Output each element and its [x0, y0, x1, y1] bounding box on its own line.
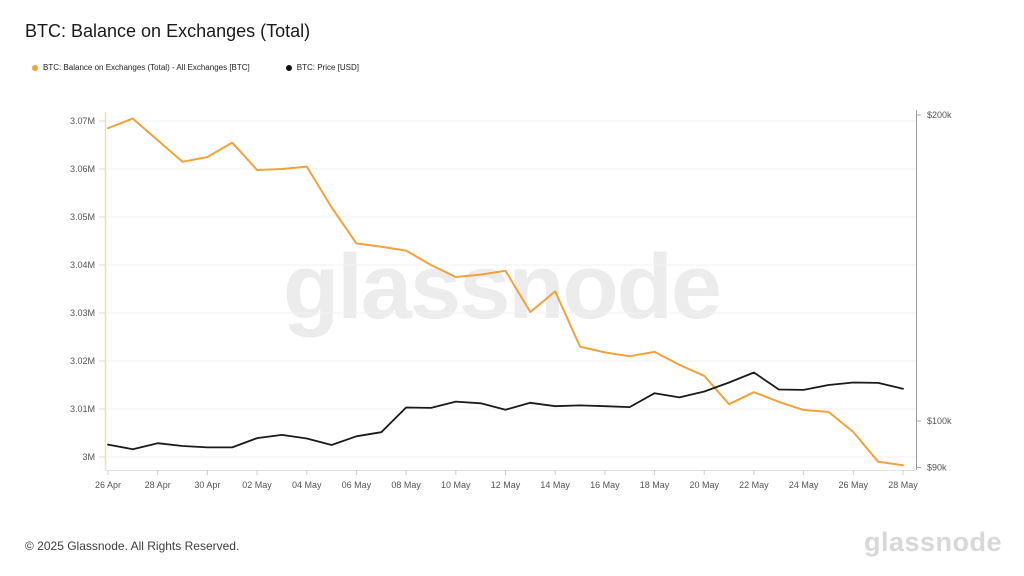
page-title: BTC: Balance on Exchanges (Total): [25, 21, 311, 41]
x-axis-tick-label: 22 May: [739, 480, 769, 490]
x-axis-tick-label: 26 Apr: [95, 480, 121, 490]
x-axis-tick-label: 24 May: [789, 480, 819, 490]
x-axis-tick-label: 30 Apr: [194, 480, 220, 490]
x-axis-tick-label: 04 May: [292, 480, 322, 490]
legend: BTC: Balance on Exchanges (Total) - All …: [32, 63, 359, 72]
left-axis-tick-label: 3.02M: [70, 356, 95, 366]
legend-item-balance-label: BTC: Balance on Exchanges (Total) - All …: [43, 63, 250, 72]
left-axis-tick-label: 3.05M: [70, 212, 95, 222]
legend-item-price[interactable]: BTC: Price [USD]: [285, 63, 359, 72]
right-axis-tick-label: $100k: [927, 416, 952, 426]
left-axis-tick-label: 3.07M: [70, 116, 95, 126]
left-axis-tick-label: 3.04M: [70, 260, 95, 270]
legend-item-price-label: BTC: Price [USD]: [296, 63, 359, 72]
x-axis-tick-label: 16 May: [590, 480, 620, 490]
x-axis-tick-label: 14 May: [540, 480, 570, 490]
x-axis-tick-label: 28 May: [888, 480, 918, 490]
x-axis-tick-label: 20 May: [689, 480, 719, 490]
x-axis-tick-label: 02 May: [242, 480, 272, 490]
x-axis-tick-label: 06 May: [342, 480, 372, 490]
x-axis-tick-label: 26 May: [839, 480, 869, 490]
price-line: [107, 371, 904, 451]
x-axis-tick-label: 10 May: [441, 480, 471, 490]
balance-series-dot-icon: [32, 64, 38, 71]
left-axis-tick-label: 3.01M: [70, 404, 95, 414]
left-axis-tick-label: 3M: [82, 452, 95, 462]
left-axis-tick-label: 3.06M: [70, 164, 95, 174]
x-axis-tick-label: 18 May: [640, 480, 670, 490]
balance-line: [107, 117, 904, 467]
x-axis-tick-label: 08 May: [391, 480, 421, 490]
x-axis-tick-label: 12 May: [491, 480, 521, 490]
right-axis-tick-label: $200k: [927, 110, 952, 120]
left-axis-tick-label: 3.03M: [70, 308, 95, 318]
x-axis-tick-label: 28 Apr: [145, 480, 171, 490]
brand-logo: glassnode: [863, 527, 1002, 557]
price-series-dot-icon: [285, 64, 292, 71]
right-axis-tick-label: $90k: [927, 463, 947, 473]
copyright-text: © 2025 Glassnode. All Rights Reserved.: [25, 539, 240, 553]
legend-item-balance[interactable]: BTC: Balance on Exchanges (Total) - All …: [32, 63, 250, 72]
